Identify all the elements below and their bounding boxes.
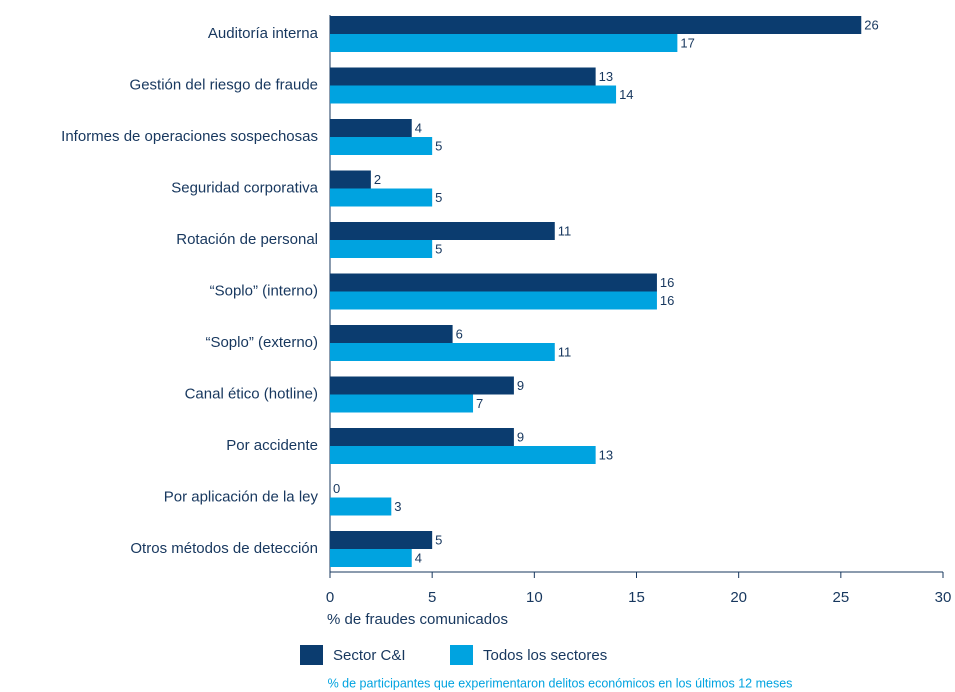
x-tick-label: 30 bbox=[935, 589, 952, 606]
bar bbox=[330, 273, 657, 292]
bar bbox=[330, 497, 392, 516]
bar bbox=[330, 428, 514, 446]
value-label: 5 bbox=[435, 190, 442, 205]
value-label: 13 bbox=[599, 69, 613, 84]
value-label: 4 bbox=[415, 120, 422, 135]
legend-swatch bbox=[450, 645, 473, 665]
bar bbox=[330, 119, 412, 137]
category-label: Canal ético (hotline) bbox=[185, 385, 318, 402]
value-label: 14 bbox=[619, 87, 633, 102]
bar bbox=[330, 137, 433, 155]
bar bbox=[330, 16, 862, 34]
bar bbox=[330, 325, 453, 343]
bar bbox=[330, 394, 474, 413]
bar bbox=[330, 240, 433, 258]
footnote: % de participantes que experimentaron de… bbox=[328, 676, 793, 690]
value-label: 7 bbox=[476, 396, 483, 411]
value-label: 11 bbox=[558, 223, 572, 238]
x-tick-label: 10 bbox=[526, 589, 543, 606]
category-label: Otros métodos de detección bbox=[130, 540, 318, 557]
x-tick-label: 0 bbox=[326, 589, 334, 606]
category-label: “Soplo” (externo) bbox=[205, 334, 318, 351]
value-label: 3 bbox=[394, 499, 401, 514]
category-label: “Soplo” (interno) bbox=[210, 282, 318, 299]
value-label: 2 bbox=[374, 172, 381, 187]
x-tick-label: 15 bbox=[628, 589, 645, 606]
value-label: 13 bbox=[599, 447, 613, 462]
x-tick-label: 5 bbox=[428, 589, 436, 606]
value-label: 5 bbox=[435, 532, 442, 547]
category-label: Auditoría interna bbox=[208, 25, 319, 42]
x-tick-label: 25 bbox=[832, 589, 849, 606]
bar bbox=[330, 85, 617, 104]
value-label: 17 bbox=[680, 35, 694, 50]
bar bbox=[330, 446, 596, 464]
value-label: 9 bbox=[517, 429, 524, 444]
bar bbox=[330, 67, 596, 86]
bar bbox=[330, 291, 657, 310]
category-label: Por aplicación de la ley bbox=[164, 488, 319, 505]
x-axis-title: % de fraudes comunicados bbox=[327, 611, 508, 628]
value-label: 6 bbox=[456, 326, 463, 341]
bar bbox=[330, 34, 678, 52]
value-label: 9 bbox=[517, 378, 524, 393]
bar bbox=[330, 549, 412, 567]
bar bbox=[330, 376, 514, 395]
value-label: 26 bbox=[864, 17, 878, 32]
bar bbox=[330, 222, 555, 240]
bar bbox=[330, 343, 555, 361]
category-label: Por accidente bbox=[226, 437, 318, 454]
category-label: Informes de operaciones sospechosas bbox=[61, 128, 318, 145]
legend-swatch bbox=[300, 645, 323, 665]
category-label: Gestión del riesgo de fraude bbox=[130, 76, 318, 93]
bar bbox=[330, 531, 433, 549]
value-label: 0 bbox=[333, 481, 340, 496]
value-label: 11 bbox=[558, 344, 572, 359]
bar bbox=[330, 170, 371, 189]
value-label: 16 bbox=[660, 275, 674, 290]
bar bbox=[330, 188, 433, 207]
category-label: Seguridad corporativa bbox=[171, 179, 318, 196]
value-label: 16 bbox=[660, 293, 674, 308]
legend-label: Sector C&I bbox=[333, 647, 406, 664]
value-label: 4 bbox=[415, 550, 422, 565]
value-label: 5 bbox=[435, 241, 442, 256]
category-label: Rotación de personal bbox=[176, 231, 318, 248]
value-label: 5 bbox=[435, 138, 442, 153]
legend-label: Todos los sectores bbox=[483, 647, 607, 664]
x-tick-label: 20 bbox=[730, 589, 747, 606]
